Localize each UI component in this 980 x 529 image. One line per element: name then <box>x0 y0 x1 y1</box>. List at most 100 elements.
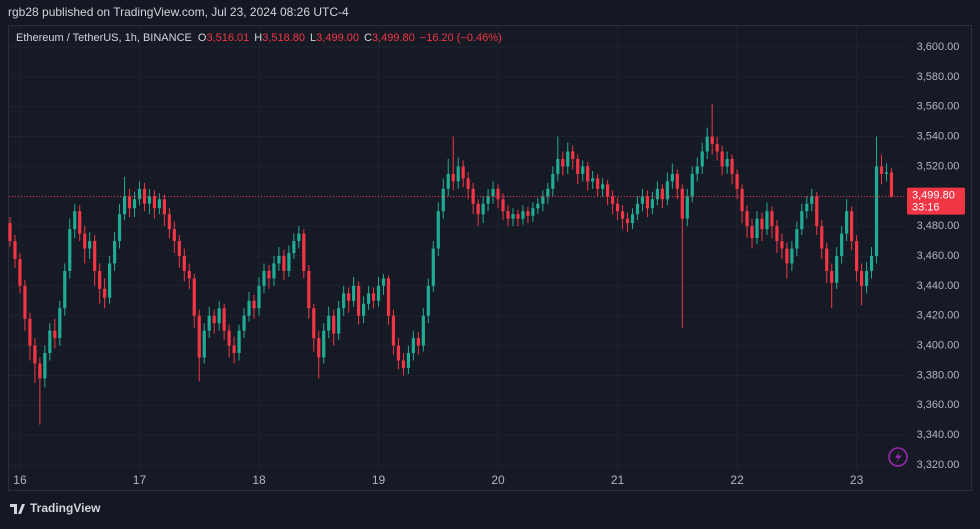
candle-body <box>635 203 640 215</box>
candle-body <box>610 196 615 204</box>
candle-body <box>352 285 356 301</box>
candle-body <box>327 315 331 331</box>
y-tick-label: 3,580.00 <box>917 71 960 83</box>
candle-body <box>850 211 854 242</box>
candle-body <box>8 223 12 242</box>
candle-body <box>745 211 749 227</box>
candle-body <box>800 211 804 230</box>
ohlc-key: H <box>254 32 262 44</box>
candle-body <box>576 158 580 174</box>
candle-body <box>650 199 655 209</box>
x-tick-label: 19 <box>372 473 386 487</box>
ohlc-key: C <box>364 32 372 44</box>
ohlc-value: 3,516.01 <box>206 32 249 44</box>
candle-body <box>58 308 62 339</box>
alert-bolt <box>895 451 902 463</box>
candle-body <box>825 248 829 271</box>
candle-body <box>147 196 152 204</box>
brand-name: TradingView <box>30 501 101 515</box>
candle-body <box>317 338 321 358</box>
candle-body <box>381 278 386 286</box>
candle-body <box>197 315 201 358</box>
candle-body <box>511 214 515 219</box>
candle-body <box>810 196 814 204</box>
candle-body <box>73 211 77 230</box>
candle-body <box>257 285 261 309</box>
candle-body <box>601 184 605 189</box>
candle-body <box>13 241 17 259</box>
candle-body <box>307 270 311 309</box>
ohlc-value: 3,518.80 <box>262 32 305 44</box>
candle-body <box>670 173 674 182</box>
candle-body <box>456 166 460 182</box>
candle-body <box>108 263 112 298</box>
candle-body <box>750 226 754 239</box>
candle-body <box>566 151 570 167</box>
candle-body <box>366 293 371 304</box>
x-tick-label: 18 <box>252 473 266 487</box>
candle-body <box>302 233 306 271</box>
candle-body <box>227 330 231 346</box>
candle-body <box>322 330 326 358</box>
candle-body <box>521 211 525 219</box>
candle-body <box>506 211 510 219</box>
candle-body <box>630 214 635 224</box>
candle-body <box>864 270 869 286</box>
candle-body <box>805 203 809 212</box>
candle-body <box>78 211 82 234</box>
candle-body <box>790 248 794 264</box>
candle-body <box>874 166 879 256</box>
candle-body <box>715 144 719 152</box>
candle-body <box>820 226 824 249</box>
candle-body <box>730 158 734 174</box>
candle-body <box>606 184 610 197</box>
candle-body <box>491 188 495 197</box>
y-tick-label: 3,540.00 <box>917 130 960 142</box>
candle-body <box>640 196 645 204</box>
chart-pane <box>8 25 972 491</box>
candle-body <box>337 308 341 334</box>
brand-logo <box>10 504 25 514</box>
candle-body <box>884 172 889 174</box>
ohlc-value: 3,499.80 <box>372 32 415 44</box>
change: −16.20 (−0.46%) <box>420 32 502 44</box>
candle-body <box>705 136 709 152</box>
ohlc-key: O <box>198 32 207 44</box>
candle-body <box>282 256 286 271</box>
countdown: 33:16 <box>912 201 940 213</box>
candle-body <box>770 211 774 227</box>
candle-body <box>586 166 590 182</box>
y-tick-label: 3,320.00 <box>917 459 960 471</box>
candle-body <box>859 270 864 286</box>
candle-body <box>162 199 166 215</box>
candle-body <box>526 211 530 216</box>
candle-body <box>596 178 600 189</box>
candle-body <box>625 218 630 224</box>
candle-body <box>396 345 401 361</box>
candle-body <box>332 315 336 334</box>
candle-body <box>431 248 435 286</box>
alert-ring <box>888 447 908 467</box>
grid <box>9 26 906 470</box>
candle-body <box>247 300 251 316</box>
candle-body <box>461 166 465 179</box>
candle-body <box>386 278 391 316</box>
candle-body <box>232 345 236 354</box>
candle-body <box>591 178 595 182</box>
candle-body <box>252 300 256 309</box>
alert-icon <box>888 447 908 467</box>
candle-body <box>406 353 410 368</box>
candle-body <box>765 211 769 230</box>
y-tick-label: 3,480.00 <box>917 220 960 232</box>
candle-body <box>785 248 789 264</box>
candle-body <box>272 263 276 279</box>
candle-body <box>855 241 859 271</box>
candle-body <box>795 229 799 249</box>
candle-body <box>93 241 97 271</box>
candle-body <box>33 345 37 364</box>
candle-body <box>476 203 480 215</box>
x-tick-label: 21 <box>611 473 625 487</box>
candles <box>8 103 906 425</box>
axes: 3,320.00 3,340.00 3,360.00 3,380.00 3,400.00… <box>13 41 965 487</box>
